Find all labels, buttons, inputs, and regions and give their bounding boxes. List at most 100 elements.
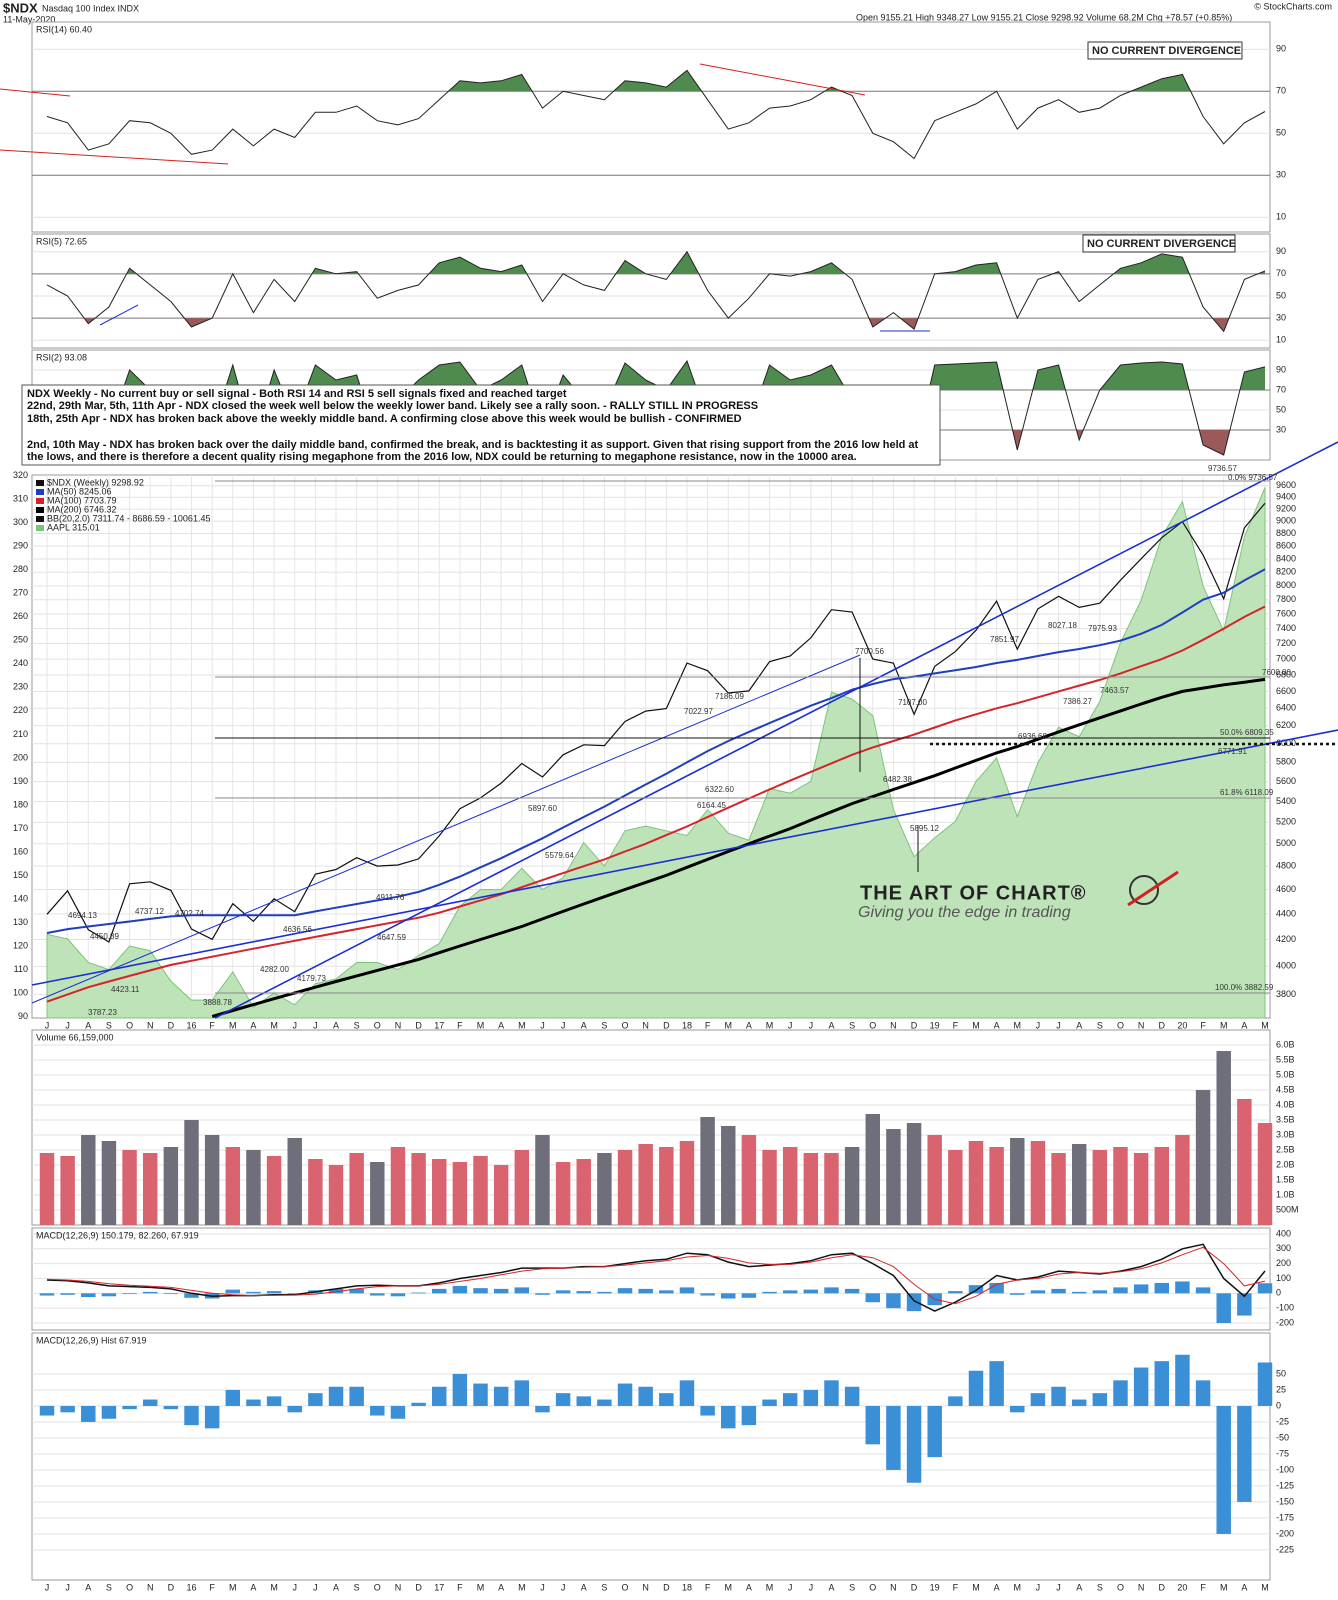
bar	[390, 1405, 406, 1419]
bar	[762, 1291, 777, 1294]
bar	[204, 1405, 220, 1429]
bar	[1195, 1090, 1211, 1225]
x-tick-label: J	[313, 1582, 318, 1592]
bar	[1092, 1393, 1108, 1406]
bar	[535, 1135, 550, 1225]
y-tick-label: 8400	[1276, 553, 1296, 563]
bar	[535, 1293, 550, 1295]
bar	[638, 1288, 653, 1294]
y-tick-label: -150	[1276, 1496, 1294, 1506]
x-tick-label: A	[333, 1020, 339, 1030]
x-tick-label: 18	[682, 1020, 692, 1030]
y-tick-label: 0	[1276, 1400, 1281, 1410]
bar	[308, 1393, 323, 1406]
y-tick-label: 90	[1276, 364, 1286, 374]
x-tick-label: J	[65, 1582, 70, 1592]
bar	[142, 1399, 158, 1406]
bar	[782, 1393, 798, 1406]
bar	[184, 1120, 199, 1225]
panel-title: Volume 66,159,000	[36, 1032, 114, 1042]
x-tick-label: A	[746, 1582, 752, 1592]
x-tick-label: M	[229, 1582, 237, 1592]
bar	[803, 1153, 819, 1225]
bar	[597, 1153, 612, 1225]
x-tick-label: N	[642, 1020, 649, 1030]
price-label: 6164.45	[697, 801, 726, 810]
bar	[225, 1289, 241, 1294]
x-tick-label: D	[911, 1020, 918, 1030]
bar	[432, 1386, 447, 1406]
x-tick-label: A	[994, 1020, 1000, 1030]
bar	[906, 1405, 922, 1483]
x-tick-label: J	[809, 1582, 814, 1592]
price-label: 50.0% 6809.35	[1220, 728, 1274, 737]
y-tick-label: 70	[1276, 268, 1286, 278]
trend-line	[31, 729, 1338, 986]
price-label: 7022.97	[684, 707, 713, 716]
bar	[968, 1370, 984, 1406]
x-tick-label: A	[85, 1020, 91, 1030]
bar	[741, 1405, 757, 1426]
panel-title: MACD(12,26,9) Hist 67.919	[36, 1335, 147, 1345]
x-tick-label: 20	[1177, 1582, 1187, 1592]
symbol: $NDX	[3, 0, 38, 15]
x-tick-label: M	[1220, 1020, 1228, 1030]
bar	[308, 1159, 323, 1225]
price-label: 61.8% 6118.09	[1220, 788, 1274, 797]
y2-tick-label: 170	[13, 823, 28, 833]
bar	[721, 1405, 736, 1429]
x-tick-label: A	[1076, 1020, 1082, 1030]
bar	[535, 1405, 550, 1413]
bar	[1195, 1380, 1211, 1406]
y-tick-label: 300	[1276, 1243, 1291, 1253]
bar	[1071, 1291, 1087, 1294]
bar	[514, 1150, 530, 1225]
x-tick-label: F	[953, 1582, 959, 1592]
bar	[349, 1288, 364, 1294]
y-tick-label: 9400	[1276, 492, 1296, 502]
bar	[39, 1405, 55, 1416]
x-tick-label: F	[209, 1582, 215, 1592]
bar	[1175, 1281, 1190, 1294]
x-tick-label: J	[65, 1020, 70, 1030]
y2-tick-label: 110	[14, 964, 28, 974]
x-tick-label: O	[374, 1582, 381, 1592]
bar	[432, 1159, 447, 1225]
bar	[824, 1287, 839, 1294]
bar	[411, 1153, 426, 1225]
bar	[638, 1386, 653, 1406]
y2-tick-label: 100	[13, 987, 28, 997]
bar	[246, 1150, 261, 1225]
price-label: 7463.57	[1100, 686, 1129, 695]
bar	[142, 1153, 158, 1225]
bar	[493, 1165, 509, 1225]
x-tick-label: J	[292, 1582, 297, 1592]
x-tick-label: M	[725, 1020, 733, 1030]
x-tick-label: S	[106, 1020, 112, 1030]
bar	[886, 1129, 901, 1225]
y-tick-label: 8600	[1276, 541, 1296, 551]
price-label: 5579.64	[545, 851, 574, 860]
bar	[122, 1405, 137, 1410]
x-tick-label: 19	[930, 1582, 940, 1592]
y-tick-label: -75	[1276, 1448, 1289, 1458]
bar	[844, 1147, 860, 1225]
legend-entry: BB(20,2.0) 7311.74 - 8686.59 - 10061.45	[47, 513, 210, 523]
bar	[865, 1405, 880, 1445]
panel-frame	[31, 1227, 1271, 1331]
price-label: 100.0% 3882.59	[1215, 983, 1274, 992]
trend-line	[31, 654, 861, 1004]
x-tick-label: N	[395, 1020, 402, 1030]
bar	[204, 1135, 220, 1225]
bar	[927, 1405, 942, 1458]
price-label: 4282.00	[260, 965, 289, 974]
bar	[39, 1293, 55, 1296]
logo-title: THE ART OF CHART®	[860, 882, 1087, 904]
y2-tick-label: 260	[13, 611, 28, 621]
bar	[1154, 1361, 1170, 1406]
series-line	[46, 502, 1266, 943]
legend-swatch	[36, 489, 44, 495]
bar	[390, 1147, 406, 1225]
comment-line: NDX Weekly - No current buy or sell sign…	[27, 388, 567, 400]
